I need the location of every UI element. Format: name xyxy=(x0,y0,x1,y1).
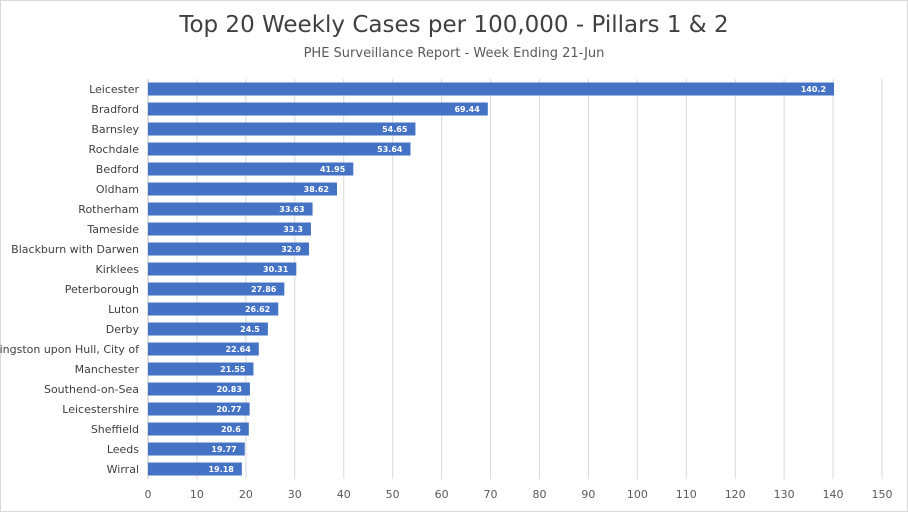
x-tick-label: 110 xyxy=(676,488,697,501)
data-label: 32.9 xyxy=(281,245,301,254)
category-labels: Leicester Bradford Barnsley Rochdale Bedford… xyxy=(0,83,140,476)
bar xyxy=(148,202,313,216)
x-axis-ticks: 0 10 20 30 40 50 60 70 80 90 100 110 120 130 140 150 xyxy=(145,488,893,501)
x-tick-label: 140 xyxy=(823,488,844,501)
bar xyxy=(148,462,242,476)
category-label: Rotherham xyxy=(78,203,139,216)
gridlines xyxy=(147,79,883,479)
bar xyxy=(148,402,250,416)
bar xyxy=(148,342,259,356)
data-label: 33.3 xyxy=(283,225,303,234)
bar xyxy=(148,282,285,296)
x-tick-label: 80 xyxy=(532,488,546,501)
data-label: 140.2 xyxy=(801,85,826,94)
x-tick-label: 30 xyxy=(288,488,302,501)
data-label: 54.65 xyxy=(382,125,408,134)
bar xyxy=(148,142,411,156)
data-label: 20.77 xyxy=(216,405,241,414)
bar xyxy=(148,242,309,256)
chart-title: Top 20 Weekly Cases per 100,000 - Pillar… xyxy=(179,12,729,38)
category-label: Sheffield xyxy=(91,423,139,436)
category-label: Oldham xyxy=(96,183,139,196)
category-label: Derby xyxy=(106,323,140,336)
bar xyxy=(148,322,268,336)
bar xyxy=(148,382,250,396)
data-label: 41.95 xyxy=(320,165,346,174)
data-label: 21.55 xyxy=(220,365,246,374)
category-label: Southend-on-Sea xyxy=(44,383,139,396)
x-tick-label: 120 xyxy=(725,488,746,501)
category-label: Leeds xyxy=(107,443,139,456)
category-label: Bradford xyxy=(91,103,139,116)
bar xyxy=(148,442,245,456)
data-label: 33.63 xyxy=(279,205,304,214)
data-label: 53.64 xyxy=(377,145,403,154)
category-label: Leicester xyxy=(89,83,139,96)
bar xyxy=(148,222,311,236)
category-label: Leicestershire xyxy=(62,403,139,416)
data-label: 27.86 xyxy=(251,285,277,294)
x-tick-label: 100 xyxy=(627,488,648,501)
bars: 140.2 69.44 54.65 53.64 41.95 38.62 33.63 33.3 3… xyxy=(148,82,835,476)
x-tick-label: 130 xyxy=(774,488,795,501)
bar xyxy=(148,182,337,196)
category-label: Wirral xyxy=(107,463,139,476)
category-label: Barnsley xyxy=(91,123,139,136)
chart-subtitle: PHE Surveillance Report - Week Ending 21… xyxy=(303,46,605,61)
bar xyxy=(148,302,279,316)
x-tick-label: 20 xyxy=(239,488,253,501)
x-tick-label: 50 xyxy=(386,488,400,501)
bar xyxy=(148,102,488,116)
category-label: Peterborough xyxy=(65,283,139,296)
category-label: Manchester xyxy=(75,363,140,376)
x-tick-label: 150 xyxy=(872,488,893,501)
bar xyxy=(148,262,297,276)
data-label: 19.18 xyxy=(209,465,235,474)
x-tick-label: 40 xyxy=(337,488,351,501)
data-label: 69.44 xyxy=(454,105,480,114)
category-label: Tameside xyxy=(86,223,139,236)
x-tick-label: 90 xyxy=(581,488,595,501)
bar xyxy=(148,362,254,376)
category-label: Kingston upon Hull, City of xyxy=(0,343,140,356)
bar xyxy=(148,122,416,136)
data-label: 22.64 xyxy=(225,345,251,354)
data-label: 20.6 xyxy=(221,425,241,434)
category-label: Luton xyxy=(108,303,139,316)
data-label: 19.77 xyxy=(211,445,236,454)
bar xyxy=(148,422,249,436)
data-label: 26.62 xyxy=(245,305,270,314)
category-label: Rochdale xyxy=(89,143,140,156)
x-tick-label: 70 xyxy=(484,488,498,501)
x-tick-label: 60 xyxy=(435,488,449,501)
data-label: 38.62 xyxy=(304,185,329,194)
data-label: 30.31 xyxy=(263,265,289,274)
bar xyxy=(148,162,354,176)
data-label: 24.5 xyxy=(240,325,260,334)
category-label: Bedford xyxy=(96,163,139,176)
x-tick-label: 0 xyxy=(145,488,152,501)
category-label: Kirklees xyxy=(96,263,140,276)
category-label: Blackburn with Darwen xyxy=(11,243,139,256)
x-tick-label: 10 xyxy=(190,488,204,501)
bar xyxy=(148,82,835,96)
data-label: 20.83 xyxy=(217,385,242,394)
